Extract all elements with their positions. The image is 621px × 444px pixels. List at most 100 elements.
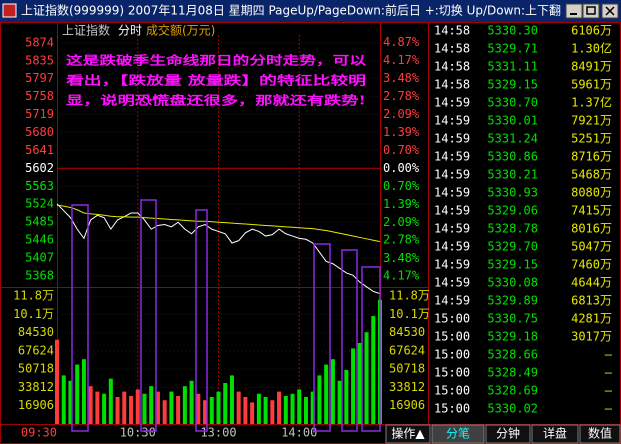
trade-volume: 8080万 <box>571 186 612 200</box>
volume-bar <box>162 400 167 424</box>
trade-volume: 4281万 <box>571 312 612 326</box>
minimize-button[interactable] <box>565 3 583 19</box>
annotation-line: 显，说明恐慌盘还很多，那就还有跌势! <box>66 93 366 108</box>
tab[interactable] <box>579 424 621 444</box>
trade-time: 14:59 <box>434 240 470 254</box>
trade-time: 14:58 <box>434 78 470 92</box>
volume-bar <box>256 393 261 424</box>
volume-bar <box>176 395 181 424</box>
y2-tick-label: 0.70% <box>383 143 420 157</box>
volume-bar <box>81 359 86 424</box>
highlight-box <box>195 209 208 432</box>
trade-volume: 8016万 <box>571 222 612 236</box>
price-line <box>56 203 381 295</box>
annotation-line: 看出，【跌放量 放量跌】的特征比较明 <box>66 73 366 88</box>
volume-bar <box>337 380 342 424</box>
volume-bar <box>189 380 194 424</box>
y-tick-label: 5446 <box>25 233 54 247</box>
y2-tick-label: 2.09% <box>383 107 420 121</box>
volume-bar <box>182 386 187 424</box>
trade-price: 5330.02 <box>487 402 538 416</box>
y2-tick-label: 0.70% <box>383 179 420 193</box>
volume-tick-label: 67624 <box>18 343 54 357</box>
trade-time: 14:58 <box>434 42 470 56</box>
trade-volume: 6106万 <box>571 24 612 38</box>
trade-volume: 7415万 <box>571 204 612 218</box>
volume-bar <box>223 382 228 424</box>
tab-bar[interactable]: 操作▲ 分笔 分钟 详盘 数值 <box>385 424 621 444</box>
trade-price: 5328.49 <box>487 366 538 380</box>
trade-time: 15:00 <box>434 366 470 380</box>
y-tick-label: 5563 <box>25 179 54 193</box>
volume-bar <box>250 402 255 424</box>
y2-tick-label: 3.48% <box>383 251 420 265</box>
trade-time: 15:00 <box>434 312 470 326</box>
trade-time: 14:59 <box>434 132 470 146</box>
trade-volume: — <box>605 402 613 416</box>
trade-price: 5330.93 <box>487 186 538 200</box>
trade-price: 5329.15 <box>487 258 538 272</box>
grid-layer: 5874 5835 5797 5758 5719 5680 5641 5602 5563 5524… <box>13 35 430 440</box>
tab[interactable] <box>385 424 431 444</box>
volume-bar <box>209 397 214 424</box>
chart-title: 上证指数 <box>62 23 110 38</box>
y-tick-label: 5485 <box>25 215 54 229</box>
trade-volume: — <box>605 366 613 380</box>
volume-tick-label-right: 84530 <box>389 325 425 339</box>
x-tick-label: 09:30 <box>21 426 57 440</box>
trade-price: 5328.66 <box>487 348 538 362</box>
highlight-box <box>341 249 358 432</box>
volume-bar <box>324 364 329 424</box>
trade-price: 5329.18 <box>487 330 538 344</box>
volume-bar <box>357 343 362 424</box>
volume-bar <box>216 391 221 424</box>
tab-label[interactable]: 操作▲ <box>391 426 425 441</box>
trade-volume: 1.30亿 <box>571 41 612 56</box>
volume-bar <box>102 393 107 424</box>
trade-time: 14:59 <box>434 168 470 182</box>
volume-bar <box>351 348 356 424</box>
highlight-box <box>71 204 89 432</box>
trade-volume: 8491万 <box>571 60 612 74</box>
tab[interactable] <box>531 424 579 444</box>
tab[interactable] <box>431 424 485 444</box>
volume-bar <box>297 389 302 424</box>
window-buttons[interactable] <box>565 3 619 19</box>
y-tick-label: 5680 <box>25 125 54 139</box>
trade-price: 5330.86 <box>487 150 538 164</box>
trade-volume: 8716万 <box>571 150 612 164</box>
trade-time: 14:59 <box>434 276 470 290</box>
highlight-box <box>361 266 381 432</box>
volume-bar <box>129 395 134 424</box>
volume-tick-label-right: 33812 <box>389 380 425 394</box>
trade-volume: — <box>605 384 613 398</box>
x-tick-label: 13:00 <box>200 426 236 440</box>
trade-volume: 5961万 <box>571 78 612 92</box>
trade-time: 15:00 <box>434 348 470 362</box>
y-tick-label: 5602 <box>25 161 54 175</box>
trade-volume: — <box>605 348 613 362</box>
trade-price: 5329.15 <box>487 78 538 92</box>
trade-time: 14:59 <box>434 114 470 128</box>
average-line <box>56 204 381 243</box>
tab-label[interactable]: 详盘 <box>543 426 567 441</box>
volume-tick-label: 16906 <box>18 398 54 412</box>
volume-bar <box>68 380 73 424</box>
volume-bar <box>270 400 275 424</box>
volume-tick-label: 10.1万 <box>13 307 54 321</box>
tab-label[interactable]: 数值 <box>588 426 612 441</box>
maximize-button[interactable] <box>582 3 600 19</box>
tab[interactable] <box>485 424 531 444</box>
trade-price: 5330.30 <box>487 24 538 38</box>
trade-price: 5330.08 <box>487 276 538 290</box>
tab-label[interactable]: 分笔 <box>446 426 470 441</box>
volume-bar <box>196 393 201 424</box>
volume-tick-label: 50718 <box>18 362 54 376</box>
volume-bar <box>310 391 315 424</box>
tab-label[interactable]: 分钟 <box>496 426 520 441</box>
trade-volume: 7460万 <box>571 258 612 272</box>
trade-price: 5329.89 <box>487 294 538 308</box>
trade-price: 5330.70 <box>487 96 538 110</box>
